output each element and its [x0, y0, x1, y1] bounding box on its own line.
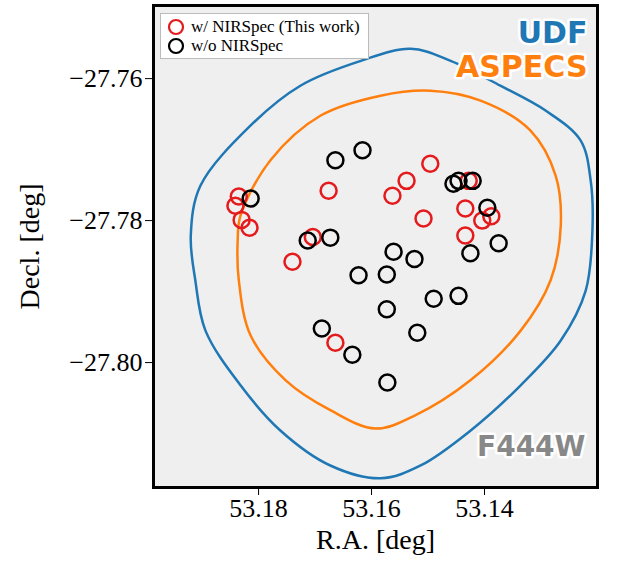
svg-text:−27.80: −27.80	[69, 348, 142, 377]
svg-text:UDF: UDF	[518, 15, 588, 50]
html-text:w/o NIRSpec: w/o NIRSpec	[191, 36, 284, 55]
svg-text:ASPECS: ASPECS	[456, 49, 587, 84]
svg-text:R.A. [deg]: R.A. [deg]	[316, 524, 435, 555]
svg-text:53.18: 53.18	[229, 494, 288, 523]
html-text:w/ NIRSpec (This work): w/ NIRSpec (This work)	[191, 17, 360, 36]
svg-text:Decl. [deg]: Decl. [deg]	[14, 184, 45, 310]
svg-text:53.16: 53.16	[342, 494, 401, 523]
svg-text:53.14: 53.14	[455, 494, 514, 523]
svg-text:F444W: F444W	[477, 430, 586, 463]
svg-text:−27.78: −27.78	[69, 206, 142, 235]
svg-text:−27.76: −27.76	[69, 64, 142, 93]
